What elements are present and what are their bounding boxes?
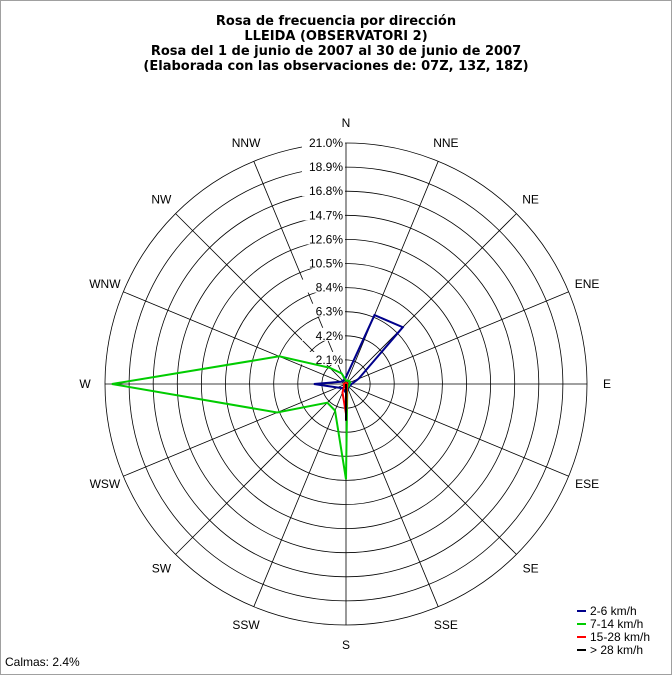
- chart-title-line-3: Rosa del 1 de junio de 2007 al 30 de jun…: [150, 44, 522, 59]
- chart-title-line-2: LLEIDA (OBSERVATORI 2): [244, 29, 428, 44]
- ring-label-6: 12.6%: [309, 232, 343, 246]
- ring-label-bg: [302, 303, 345, 317]
- legend-label-3: 15-28 km/h: [590, 630, 650, 644]
- ring-label-bg: [302, 159, 345, 173]
- spoke-nne: [345, 161, 439, 385]
- spoke-sse: [345, 383, 439, 607]
- ring-label-2: 4.2%: [316, 329, 344, 343]
- spoke-nnw: [253, 161, 347, 385]
- ring-label-3: 6.3%: [316, 305, 344, 319]
- series-2-polygon: [111, 355, 352, 480]
- direction-label-sse: SSE: [434, 618, 458, 632]
- ring-label-7: 14.7%: [309, 208, 343, 222]
- ring-label-5: 10.5%: [309, 257, 343, 271]
- ring-label-9: 18.9%: [309, 160, 343, 174]
- legend-label-1: 2-6 km/h: [590, 604, 637, 618]
- ring-label-bg: [302, 135, 345, 148]
- ring-label-bg: [302, 327, 345, 341]
- direction-labels: N NNE NE ENE E ESE SE SSE S SSW SW WSW W WNW NW NNW: [79, 116, 611, 652]
- spoke-ene: [345, 291, 569, 385]
- direction-label-wsw: WSW: [90, 477, 121, 491]
- spoke-ssw: [253, 383, 347, 607]
- legend-label-2: 7-14 km/h: [590, 617, 643, 631]
- ring-labels: 2.1% 4.2% 6.3% 8.4% 10.5% 12.6% 14.7% 16.8% 18.9…: [302, 135, 345, 367]
- direction-label-s: S: [342, 638, 350, 652]
- spoke-wsw: [123, 383, 347, 477]
- spoke-ne: [345, 213, 517, 385]
- ring-label-bg: [302, 351, 345, 365]
- direction-label-e: E: [603, 377, 611, 391]
- ring-label-bg: [302, 207, 345, 221]
- spoke-wnw: [123, 291, 347, 385]
- direction-label-wnw: WNW: [89, 277, 121, 291]
- direction-label-nne: NNE: [433, 136, 458, 150]
- direction-label-ssw: SSW: [232, 618, 260, 632]
- direction-label-se: SE: [523, 562, 539, 576]
- chart-title-line-1: Rosa de frecuencia por dirección: [215, 14, 457, 29]
- direction-label-sw: SW: [152, 562, 172, 576]
- rose-grid: [104, 142, 588, 626]
- direction-label-ese: ESE: [575, 477, 599, 491]
- direction-label-nnw: NNW: [232, 136, 261, 150]
- rose-series: [111, 313, 405, 480]
- chart-title-line-4: (Elaborada con las observaciones de: 07Z…: [143, 59, 529, 74]
- direction-label-nw: NW: [151, 192, 172, 206]
- direction-label-w: W: [79, 377, 91, 391]
- calms-text: Calmas: 2.4%: [5, 655, 80, 669]
- legend-label-4: > 28 km/h: [590, 643, 643, 657]
- ring-label-bg: [302, 183, 345, 197]
- spoke-sw: [175, 383, 347, 555]
- ring-label-8: 16.8%: [309, 184, 343, 198]
- direction-label-n: N: [342, 116, 351, 130]
- ring-label-bg: [302, 255, 345, 269]
- direction-label-ne: NE: [522, 192, 539, 206]
- ring-label-1: 2.1%: [316, 353, 344, 367]
- ring-label-4: 8.4%: [316, 281, 344, 295]
- direction-label-ene: ENE: [575, 277, 600, 291]
- spoke-ese: [345, 383, 569, 477]
- legend: 2-6 km/h7-14 km/h15-28 km/h> 28 km/h: [577, 604, 650, 657]
- ring-label-bg: [302, 279, 345, 293]
- ring-label-bg: [302, 231, 345, 245]
- spoke-se: [345, 383, 517, 555]
- ring-label-10: 21.0%: [309, 136, 343, 150]
